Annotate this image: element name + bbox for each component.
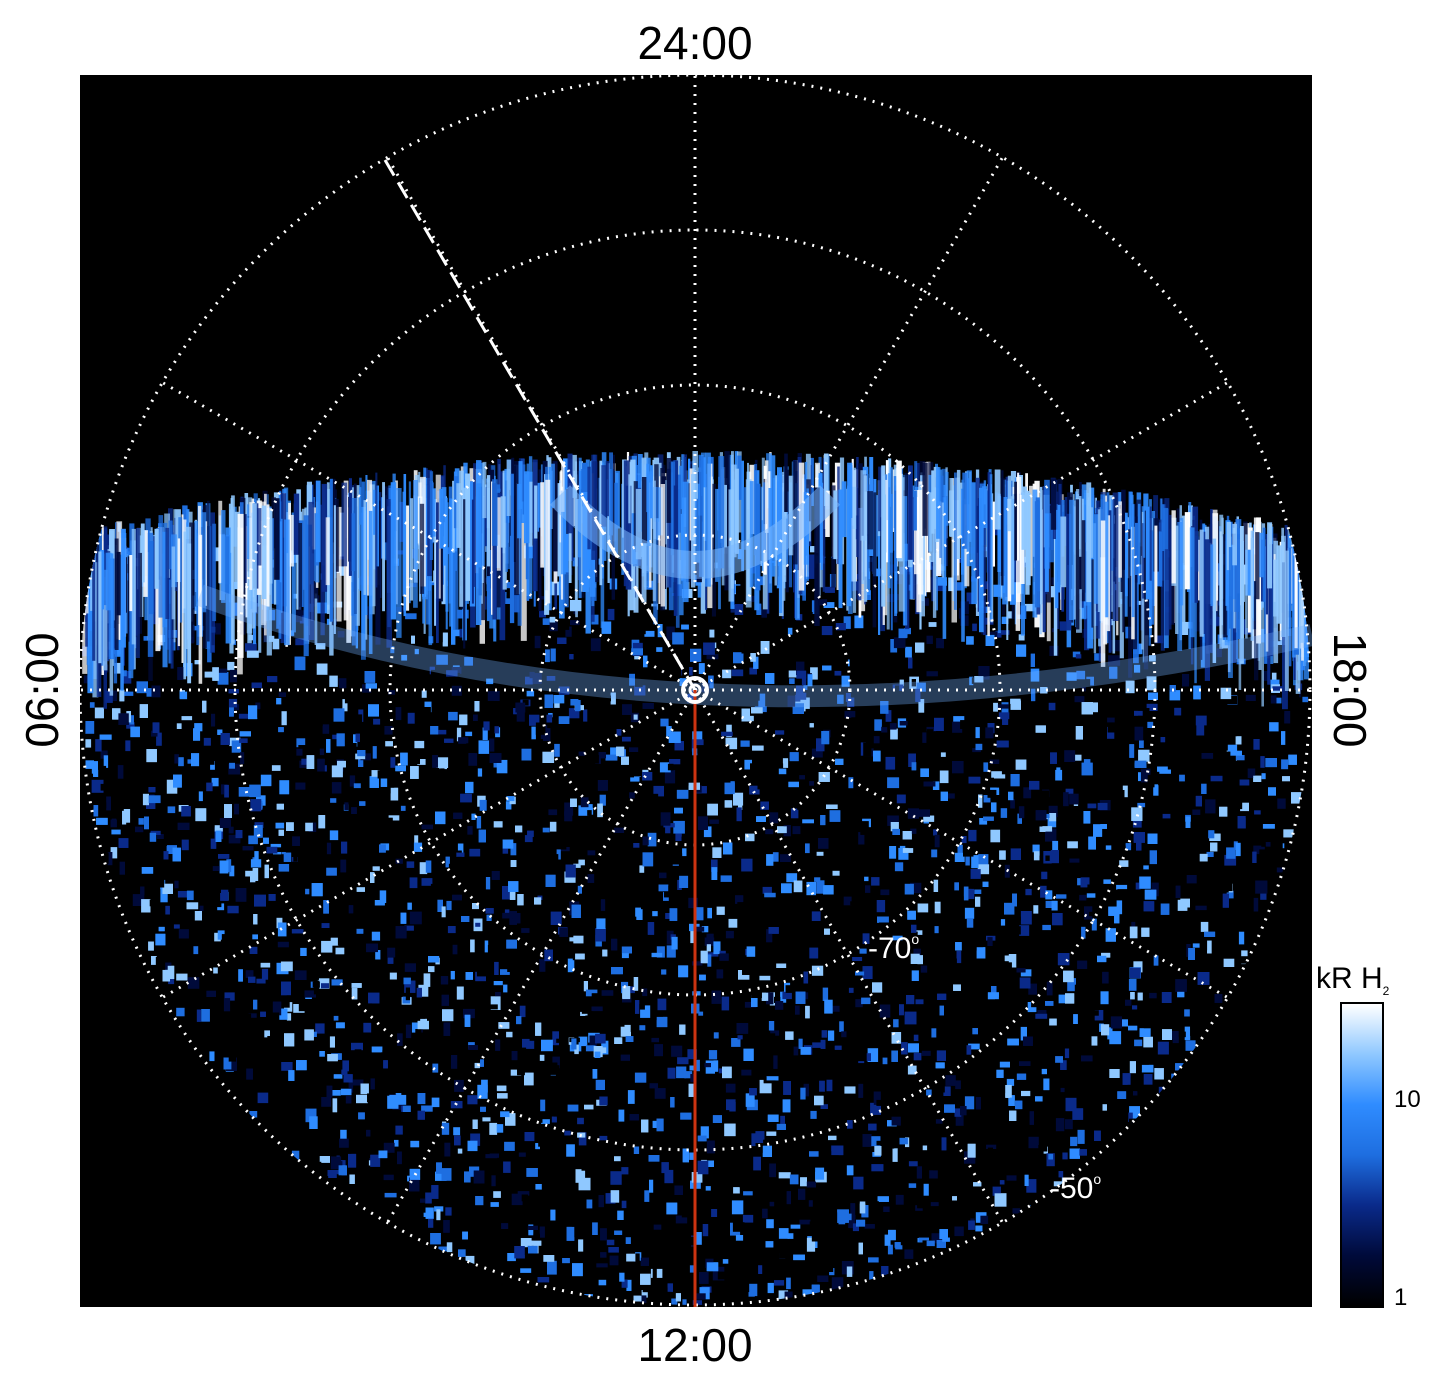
polar-auroral-map <box>80 75 1312 1307</box>
colorbar-title: kR H2 <box>1316 962 1389 998</box>
meridian-line-4 <box>694 688 1229 999</box>
local-time-label-top: 24:00 <box>637 17 753 69</box>
meridian-line-5 <box>693 689 1004 1224</box>
local-time-label-bottom: 12:00 <box>637 1319 753 1371</box>
dashed-marker-line <box>383 159 697 691</box>
colorbar-tick-1: 1 <box>1394 1284 1408 1311</box>
emission-field <box>80 451 1310 1305</box>
colorbar <box>1340 1002 1384 1308</box>
pole-marker-dot <box>688 683 702 697</box>
local-time-label-left: 06:00 <box>16 632 68 748</box>
meridian-line-2 <box>694 381 1229 692</box>
auroral-arc <box>549 485 841 579</box>
degree-symbol: o <box>1093 1171 1102 1187</box>
polar-plot-frame <box>80 75 1312 1307</box>
meridian-line-1 <box>693 156 1004 691</box>
latitude-value-50: -50 <box>1050 1172 1094 1205</box>
meridian-line-11 <box>386 156 697 691</box>
latitude-label-50: -50o <box>1050 1172 1101 1204</box>
colorbar-title-main: kR H <box>1316 962 1383 995</box>
pole-marker-ring <box>681 676 709 704</box>
meridian-line-8 <box>161 688 696 999</box>
latitude-circle-0 <box>80 75 1312 1307</box>
auroral-oval-band <box>196 584 1312 708</box>
colorbar-title-subscript: 2 <box>1382 984 1390 998</box>
latitude-value-70: -70 <box>868 932 912 965</box>
latitude-label-70: -70o <box>868 932 919 964</box>
meridian-line-7 <box>386 689 697 1224</box>
degree-symbol: o <box>911 931 920 947</box>
meridian-line-10 <box>161 381 696 692</box>
local-time-label-right: 18:00 <box>1324 632 1376 748</box>
colorbar-tick-10: 10 <box>1394 1086 1421 1113</box>
